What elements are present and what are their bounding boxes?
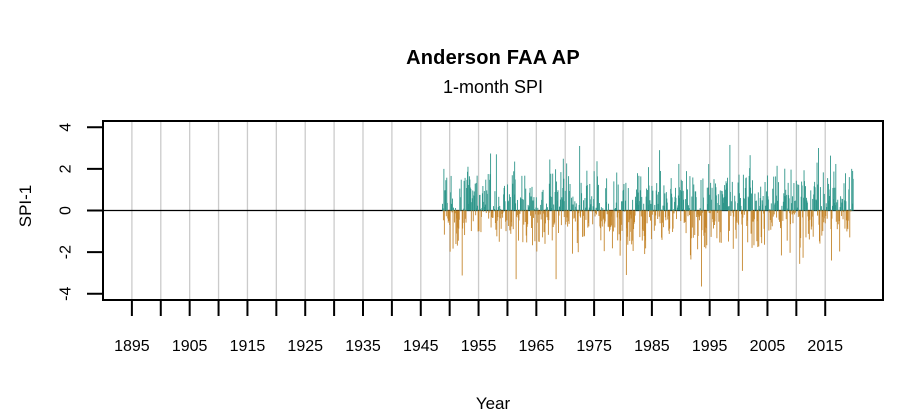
x-tick-label: 1925 <box>287 338 323 355</box>
x-tick-label: 1995 <box>692 338 728 355</box>
x-tick-label: 1965 <box>519 338 555 355</box>
x-tick-label: 1975 <box>576 338 612 355</box>
y-axis: -4 -2 0 2 4 <box>58 123 103 301</box>
x-tick-label: 1905 <box>172 338 208 355</box>
x-tick-label: 1935 <box>345 338 381 355</box>
spi-bars <box>441 144 854 287</box>
x-tick-label: 1985 <box>634 338 670 355</box>
x-tick-label: 1945 <box>403 338 439 355</box>
x-axis: 1895 1905 1915 1925 1935 1945 1955 1965 1975 1985… <box>114 300 843 355</box>
chart-title: Anderson FAA AP <box>406 47 580 69</box>
x-tick-label: 2005 <box>750 338 786 355</box>
y-axis-title: SPI-1 <box>16 184 35 228</box>
x-tick-label: 1895 <box>114 338 150 355</box>
y-tick-label: 4 <box>58 123 75 132</box>
x-tick-label: 1915 <box>230 338 266 355</box>
y-tick-label: -4 <box>58 287 75 301</box>
x-axis-title: Year <box>475 394 511 413</box>
y-tick-label: 0 <box>58 206 75 215</box>
y-tick-label: -2 <box>58 245 75 259</box>
y-tick-label: 2 <box>58 164 75 173</box>
x-tick-label: 1955 <box>461 338 497 355</box>
chart-subtitle: 1-month SPI <box>442 77 544 97</box>
x-tick-label: 2015 <box>807 338 843 355</box>
